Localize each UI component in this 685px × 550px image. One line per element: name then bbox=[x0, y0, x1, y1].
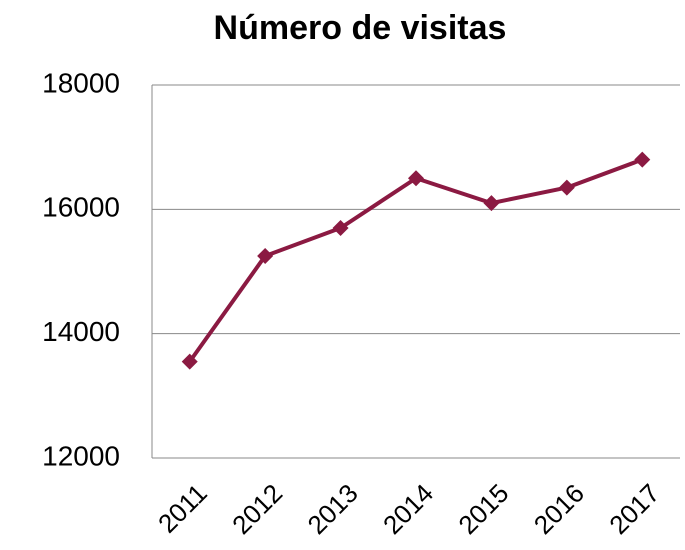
y-tick-label: 12000 bbox=[42, 440, 120, 471]
marker bbox=[558, 179, 575, 196]
x-tick-label: 2014 bbox=[377, 478, 439, 540]
marker bbox=[408, 170, 424, 187]
y-tick-label: 16000 bbox=[42, 192, 120, 223]
y-tick-label: 18000 bbox=[42, 67, 120, 98]
chart-title: Número de visitas bbox=[214, 9, 507, 47]
x-tick-label: 2017 bbox=[603, 478, 665, 540]
line bbox=[188, 157, 643, 363]
x-tick-label: 2012 bbox=[226, 478, 288, 540]
marker bbox=[181, 353, 198, 370]
marker bbox=[257, 247, 274, 264]
x-tick-label: 2015 bbox=[452, 478, 514, 540]
y-tick-label: 14000 bbox=[42, 316, 120, 347]
marker bbox=[332, 219, 349, 236]
marker bbox=[483, 195, 500, 212]
marker bbox=[634, 151, 651, 168]
x-tick-label: 2011 bbox=[152, 478, 213, 539]
x-tick-label: 2013 bbox=[302, 478, 364, 540]
x-tick-label: 2016 bbox=[528, 478, 590, 540]
